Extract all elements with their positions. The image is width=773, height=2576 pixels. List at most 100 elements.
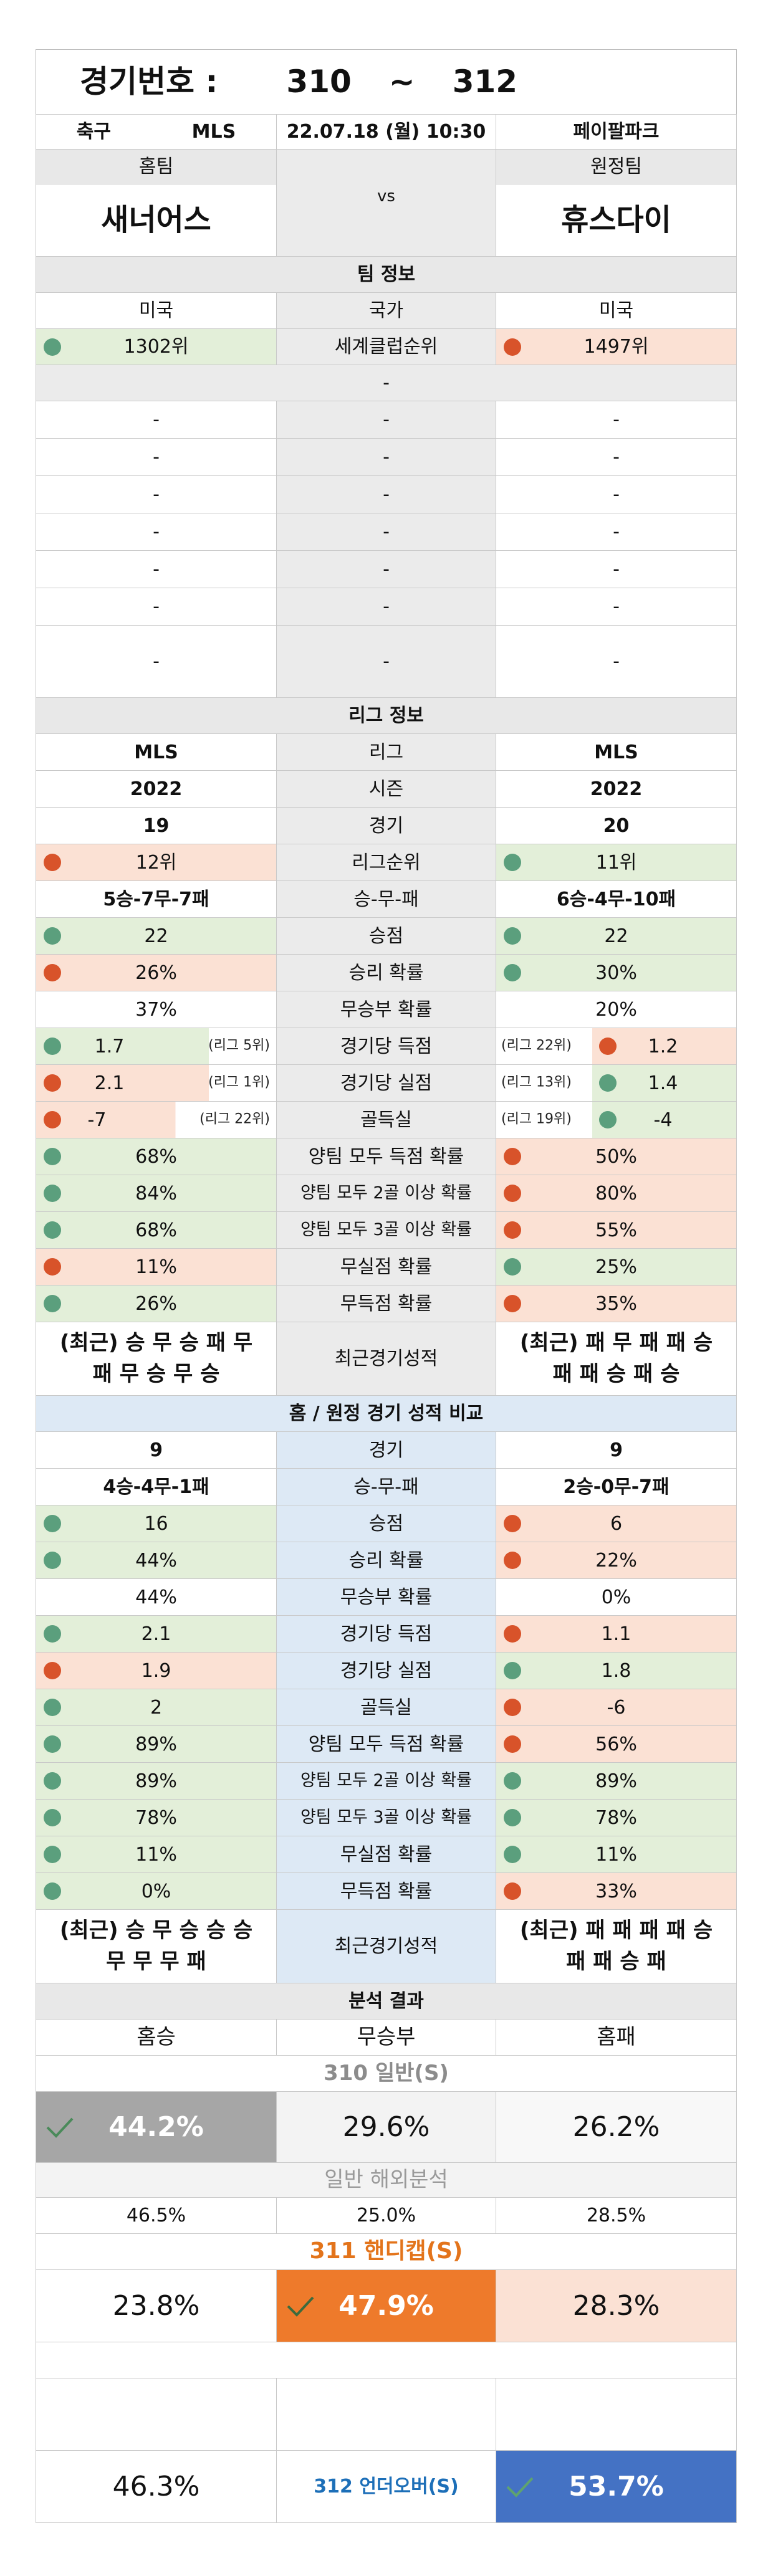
handicap-draw-value: 47.9%	[338, 2289, 434, 2322]
world-rank-away: 1497위	[496, 328, 737, 365]
btts2-label: 양팀 모두 2골 이상 확률	[276, 1175, 496, 1212]
match-analysis-sheet: 경기번호 : 310 ~ 312 축구 MLS 22.07.18 (월) 10:…	[36, 49, 737, 2523]
country-home: 미국	[36, 292, 277, 329]
uo-empty-left	[36, 2378, 277, 2451]
blank-home: -	[36, 475, 277, 513]
world-rank-home-value: 1302위	[123, 336, 189, 358]
win-prob-label: 승리 확률	[276, 954, 496, 991]
home-team-header: 홈팀	[36, 149, 277, 184]
bad-indicator-icon	[504, 1699, 521, 1716]
recent-form-line: 패 패 승 패 승	[552, 1361, 680, 1386]
bad-indicator-icon	[504, 1148, 521, 1165]
good-indicator-icon	[599, 1111, 617, 1128]
blank-away: -	[496, 401, 737, 439]
points-label: 승점	[276, 917, 496, 955]
clean-sheet-label: 무실점 확률	[276, 1248, 496, 1286]
general-home-win-selected: 44.2%	[36, 2091, 277, 2163]
bad-indicator-icon	[504, 1295, 521, 1312]
ha-btts2-away: 89%	[496, 1762, 737, 1800]
ha-clean-sheet-home-value: 11%	[135, 1843, 177, 1866]
btts2-away-value: 80%	[595, 1182, 637, 1205]
check-icon	[287, 2296, 314, 2317]
good-indicator-icon	[599, 1074, 617, 1092]
check-icon	[506, 2477, 534, 2497]
overseas-title: 일반 해외분석	[36, 2162, 737, 2198]
league-label: MLS	[191, 121, 236, 143]
goals-per-game-away-rank: (리그 22위)	[501, 1038, 572, 1054]
overseas-draw: 25.0%	[276, 2197, 496, 2234]
bad-indicator-icon	[504, 1552, 521, 1569]
bad-indicator-icon	[44, 1111, 61, 1128]
good-indicator-icon	[504, 964, 521, 981]
good-indicator-icon	[44, 1515, 61, 1532]
good-indicator-icon	[44, 1735, 61, 1753]
good-indicator-icon	[44, 1846, 61, 1863]
ha-win-prob-home-value: 44%	[135, 1549, 177, 1572]
uo-under: 46.3%	[36, 2450, 277, 2523]
ha-goal-diff-home: 2	[36, 1689, 277, 1726]
draw-prob-label: 무승부 확률	[276, 991, 496, 1028]
btts3-label: 양팀 모두 3골 이상 확률	[276, 1211, 496, 1249]
ha-btts-away-value: 56%	[595, 1733, 637, 1755]
season-label: 시즌	[276, 770, 496, 808]
handicap-draw-selected: 47.9%	[276, 2269, 496, 2342]
goal-diff-label: 골득실	[276, 1101, 496, 1138]
goal-diff-away-value: -4	[653, 1109, 673, 1131]
blank-home: -	[36, 513, 277, 551]
recent-form-line: (최근) 승 무 승 승 승	[59, 1918, 253, 1944]
goal-diff-home-rank: (리그 22위)	[199, 1111, 270, 1127]
no-score-away-value: 35%	[595, 1292, 637, 1315]
venue: 페이팔파크	[496, 114, 737, 150]
ha-win-prob-home: 44%	[36, 1542, 277, 1579]
ha-btts-home-value: 89%	[135, 1733, 177, 1755]
games-home: 19	[36, 807, 277, 844]
ha-recent-form-label: 최근경기성적	[276, 1909, 496, 1983]
recent-form-line: 패 무 승 무 승	[92, 1361, 220, 1386]
ha-btts-home: 89%	[36, 1725, 277, 1763]
good-indicator-icon	[504, 927, 521, 945]
ha-btts3-home: 78%	[36, 1799, 277, 1836]
ha-goal-diff-home-value: 2	[150, 1696, 163, 1719]
wdl-home: 5승-7무-7패	[36, 880, 277, 918]
goal-diff-home-value: -7	[87, 1109, 107, 1131]
league-away: MLS	[496, 733, 737, 771]
clean-sheet-home: 11%	[36, 1248, 277, 1286]
ha-draw-prob-label: 무승부 확률	[276, 1578, 496, 1616]
ha-goals-away-value: 1.1	[601, 1623, 631, 1645]
general-market-title: 310 일반(S)	[36, 2055, 737, 2092]
draw-prob-away: 20%	[496, 991, 737, 1028]
goal-diff-away-rank: (리그 19위)	[501, 1111, 572, 1127]
league-rank-home-value: 12위	[135, 851, 177, 874]
vs-label: vs	[276, 184, 496, 257]
bad-indicator-icon	[504, 1221, 521, 1239]
ha-btts-away: 56%	[496, 1725, 737, 1763]
ha-btts2-home: 89%	[36, 1762, 277, 1800]
ha-points-home-value: 16	[144, 1512, 168, 1535]
goals-per-game-away: (리그 22위) 1.2	[496, 1028, 737, 1065]
uo-empty-right	[496, 2378, 737, 2451]
col-home-win: 홈승	[36, 2019, 277, 2056]
blank-home: -	[36, 438, 277, 476]
good-indicator-icon	[504, 1772, 521, 1790]
league-recent-form-label: 최근경기성적	[276, 1322, 496, 1396]
good-indicator-icon	[44, 1625, 61, 1643]
match-number-from: 310	[286, 64, 352, 100]
general-home-loss: 26.2%	[496, 2091, 737, 2163]
btts-home-value: 68%	[135, 1145, 177, 1168]
ha-btts3-label: 양팀 모두 3골 이상 확률	[276, 1799, 496, 1836]
season-away: 2022	[496, 770, 737, 808]
blank-home: -	[36, 550, 277, 588]
world-rank-away-value: 1497위	[583, 336, 649, 358]
country-away: 미국	[496, 292, 737, 329]
check-icon	[46, 2117, 74, 2138]
ha-goals-label: 경기당 득점	[276, 1615, 496, 1653]
good-indicator-icon	[44, 1295, 61, 1312]
league-label: 리그	[276, 733, 496, 771]
bad-indicator-icon	[504, 1735, 521, 1753]
points-home: 22	[36, 917, 277, 955]
conceded-per-game-home-value: 2.1	[94, 1072, 125, 1094]
bad-indicator-icon	[599, 1038, 617, 1055]
goals-per-game-home: 1.7 (리그 5위)	[36, 1028, 277, 1065]
